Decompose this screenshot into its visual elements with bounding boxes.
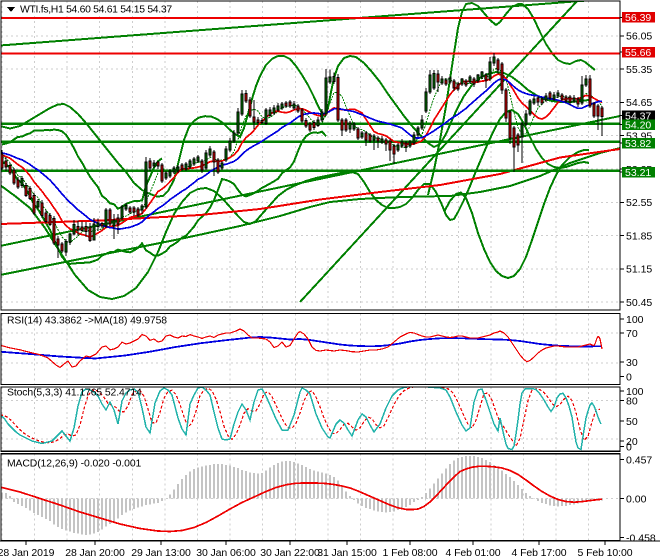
svg-text:30 Jan 22:00: 30 Jan 22:00 (260, 547, 320, 559)
svg-text:1 Feb 08:00: 1 Feb 08:00 (383, 547, 438, 559)
svg-text:54.65: 54.65 (626, 97, 652, 109)
svg-text:MACD(12,26,9) -0.020 -0.001: MACD(12,26,9) -0.020 -0.001 (7, 459, 142, 470)
svg-text:56.05: 56.05 (626, 31, 652, 43)
svg-text:20: 20 (626, 436, 638, 448)
svg-text:30 Jan 06:00: 30 Jan 06:00 (196, 547, 256, 559)
svg-text:50: 50 (626, 416, 638, 428)
svg-text:29 Jan 13:00: 29 Jan 13:00 (131, 547, 191, 559)
svg-text:80: 80 (626, 395, 638, 407)
svg-text:55.66: 55.66 (625, 47, 651, 59)
svg-text:51.85: 51.85 (626, 230, 652, 242)
svg-text:5 Feb 10:00: 5 Feb 10:00 (578, 547, 633, 559)
svg-text:53.21: 53.21 (625, 167, 651, 179)
svg-text:55.35: 55.35 (626, 64, 652, 76)
svg-text:4 Feb 01:00: 4 Feb 01:00 (446, 547, 501, 559)
svg-text:52.55: 52.55 (626, 197, 652, 209)
svg-text:0: 0 (626, 441, 632, 453)
svg-text:100: 100 (626, 386, 644, 398)
svg-text:4 Feb 17:00: 4 Feb 17:00 (512, 547, 567, 559)
svg-text:100: 100 (626, 314, 644, 326)
svg-text:-0.458: -0.458 (626, 532, 656, 544)
svg-text:30: 30 (626, 357, 638, 369)
svg-text:70: 70 (626, 328, 638, 340)
svg-text:28 Jan 2019: 28 Jan 2019 (0, 547, 55, 559)
svg-text:54.20: 54.20 (625, 119, 651, 131)
svg-text:Stoch(5,3,3) 41.1765 52.4714: Stoch(5,3,3) 41.1765 52.4714 (7, 388, 142, 399)
svg-text:WTI.fs,H1 54.60 54.61 54.15 5: WTI.fs,H1 54.60 54.61 54.15 54.37 (20, 5, 172, 16)
svg-text:54.37: 54.37 (625, 110, 651, 122)
svg-text:0.457: 0.457 (626, 454, 652, 466)
svg-text:50.45: 50.45 (626, 297, 652, 309)
svg-text:53.82: 53.82 (625, 138, 651, 150)
svg-text:51.15: 51.15 (626, 264, 652, 276)
svg-text:0: 0 (626, 371, 632, 383)
svg-text:RSI(14) 43.3862 ->MA(18) 49.9: RSI(14) 43.3862 ->MA(18) 49.9758 (7, 316, 167, 327)
svg-text:31 Jan 15:00: 31 Jan 15:00 (317, 547, 377, 559)
svg-text:56.39: 56.39 (625, 12, 651, 24)
svg-text:28 Jan 20:00: 28 Jan 20:00 (65, 547, 125, 559)
svg-text:0.00: 0.00 (626, 493, 647, 505)
